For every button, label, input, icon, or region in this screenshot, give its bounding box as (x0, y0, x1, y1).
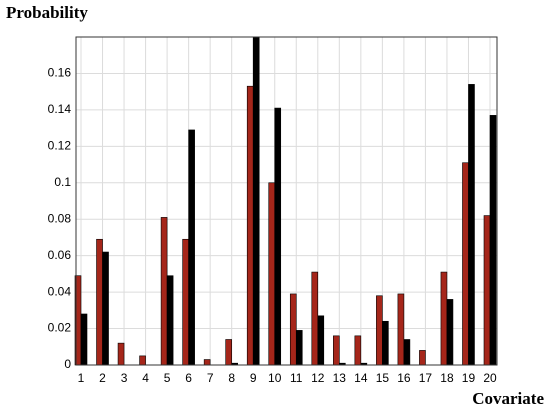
x-tick-label: 16 (397, 371, 411, 385)
x-tick-label: 17 (419, 371, 433, 385)
x-tick-label: 8 (228, 371, 235, 385)
bar (440, 271, 448, 366)
x-tick-label: 20 (483, 371, 497, 385)
bar (489, 115, 497, 366)
x-axis-title: Covariate (472, 389, 544, 408)
bar (102, 251, 109, 366)
bar (354, 335, 362, 366)
bar (376, 295, 383, 366)
bar (160, 217, 168, 366)
bar (139, 355, 146, 366)
bar (117, 342, 125, 366)
bar (80, 313, 88, 366)
x-tick-label: 10 (268, 371, 282, 385)
bar (468, 84, 475, 366)
x-tick-label: 2 (99, 371, 106, 385)
bar (203, 359, 211, 366)
x-tick-label: 6 (185, 371, 192, 385)
bar (246, 85, 254, 366)
bar (333, 335, 340, 366)
y-tick-label: 0.02 (48, 321, 72, 335)
bar (274, 107, 282, 366)
y-axis-title: Probability (6, 3, 88, 22)
x-tick-label: 19 (462, 371, 476, 385)
x-tick-label: 18 (440, 371, 454, 385)
x-tick-label: 14 (354, 371, 368, 385)
bar (252, 36, 260, 366)
bar (96, 238, 103, 366)
bar (225, 339, 232, 366)
bar (382, 320, 389, 366)
x-tick-label: 13 (333, 371, 347, 385)
bar (462, 162, 469, 366)
bar (403, 339, 411, 366)
y-tick-label: 0.04 (48, 284, 72, 298)
bar (317, 315, 325, 366)
bar (397, 293, 405, 366)
x-tick-label: 3 (121, 371, 128, 385)
x-tick-label: 11 (290, 371, 303, 385)
y-tick-label: 0 (64, 357, 71, 371)
bar (311, 271, 319, 366)
bar (182, 238, 189, 366)
bar (295, 330, 303, 366)
y-tick-label: 0.12 (48, 139, 72, 153)
x-tick-label: 15 (376, 371, 390, 385)
y-tick-label: 0.14 (48, 102, 72, 116)
bar (419, 350, 426, 366)
y-tick-label: 0.1 (54, 175, 71, 189)
bar (166, 275, 174, 366)
y-tick-label: 0.16 (48, 66, 72, 80)
x-tick-label: 9 (250, 371, 257, 385)
bar (483, 215, 491, 366)
bar (188, 129, 195, 366)
bar (268, 182, 276, 366)
plot-area (76, 37, 497, 365)
x-tick-label: 5 (164, 371, 171, 385)
x-tick-label: 7 (207, 371, 214, 385)
bar (289, 293, 297, 366)
y-tick-label: 0.06 (48, 248, 72, 262)
x-tick-label: 12 (311, 371, 325, 385)
plot-frame (75, 36, 498, 366)
x-tick-label: 4 (142, 371, 149, 385)
x-tick-label: 1 (78, 371, 85, 385)
y-tick-label: 0.08 (48, 211, 72, 225)
bar (446, 299, 454, 366)
